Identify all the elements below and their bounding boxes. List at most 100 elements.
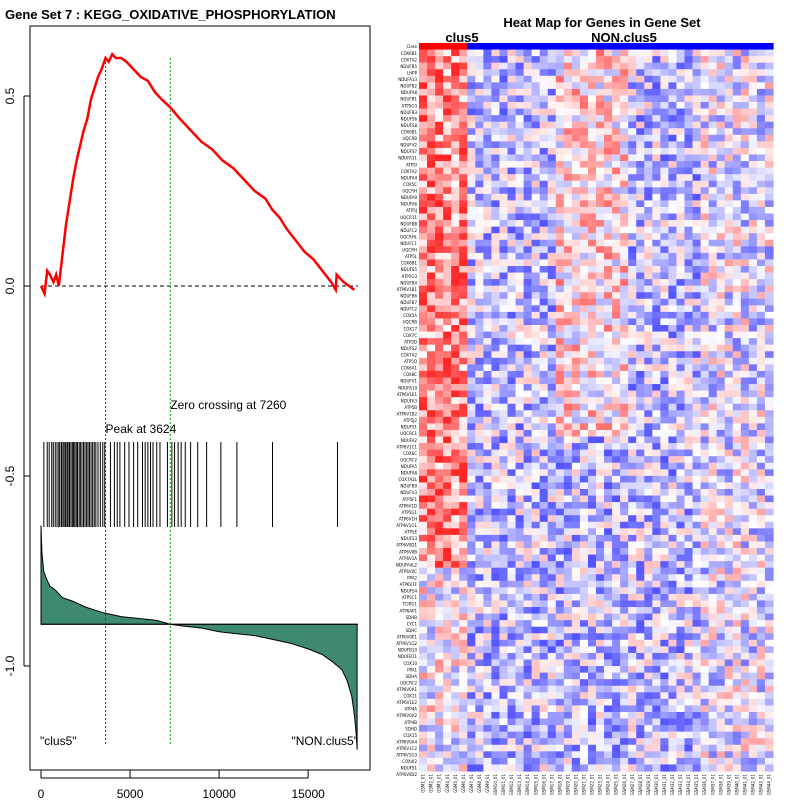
heatmap-cell [435,567,444,575]
heatmap-cell [604,646,613,654]
heatmap-cell [427,574,436,582]
heatmap-cell [724,384,734,392]
heatmap-cell [435,646,444,654]
heatmap-cell [547,443,557,451]
heatmap-cell [612,239,621,247]
heatmap-cell [636,121,645,129]
heatmap-cell [563,95,573,103]
heatmap-cell [443,607,452,615]
heatmap-cell [523,187,533,195]
heatmap-cell [459,69,468,77]
heatmap-cell [459,390,468,398]
heatmap-cell [587,134,597,142]
heatmap-cell [491,390,501,398]
heatmap-cell [435,587,444,595]
heatmap-cell [748,561,758,569]
heatmap-cell [644,370,653,379]
heatmap-cell [531,436,541,444]
heatmap-cell [507,725,517,733]
heatmap-cell [507,541,517,549]
heatmap-cell [676,521,686,529]
heatmap-cell [716,731,726,739]
heatmap-cell [660,141,670,149]
heatmap-cell [652,475,661,484]
heatmap-cell [676,325,686,333]
heatmap-cell [604,265,613,274]
heatmap-cell [764,456,774,464]
heatmap-cell [756,587,766,595]
heatmap-cell [579,429,589,438]
heatmap-cell [732,731,742,739]
heatmap-cell [708,659,718,667]
heatmap-cell [531,154,541,162]
heatmap-cell [716,390,726,398]
heatmap-cell [435,672,444,680]
heatmap-cell [531,639,541,647]
heatmap-cell [708,220,718,228]
heatmap-cell [636,285,645,293]
heatmap-cell [563,593,573,602]
heatmap-cell [596,141,605,149]
heatmap-cell [419,488,428,497]
heatmap-cell [515,95,525,103]
heatmap-cell [612,718,621,726]
heatmap-cell [579,279,589,287]
heatmap-cell [604,528,613,536]
heatmap-cell [483,410,493,418]
heatmap-cell [507,128,517,136]
heatmap-cell [499,744,509,752]
heatmap-cell [523,666,533,674]
heatmap-cell [499,200,509,208]
heatmap-cell [596,265,605,274]
heatmap-cell [668,534,678,543]
heatmap-cell [491,62,501,70]
heatmap-cell [604,331,613,339]
heatmap-cell [563,318,573,326]
heatmap-cell [491,508,501,516]
heatmap-cell [579,370,589,379]
heatmap-cell [684,456,694,464]
heatmap-cell [596,469,605,477]
heatmap-cell [692,626,702,634]
heatmap-cell [483,534,493,543]
heatmap-cell [419,252,428,261]
heatmap-cell [507,580,517,588]
heatmap-cell [451,161,460,169]
class-bar-cell [748,43,758,51]
heatmap-cell [499,285,509,293]
heatmap-cell [596,397,605,405]
heatmap-cell [459,633,468,641]
heatmap-cell [604,370,613,379]
heatmap-cell [644,252,653,261]
heatmap-cell [507,213,517,221]
heatmap-cell [604,580,613,588]
heatmap-cell [740,685,750,693]
heatmap-cell [435,69,444,77]
heatmap-cell [756,679,766,687]
heatmap-cell [676,587,686,595]
heatmap-cell [620,285,629,293]
heatmap-cell [676,692,686,700]
heatmap-cell [459,193,468,202]
heatmap-cell [756,331,766,339]
heatmap-cell [748,685,758,693]
heatmap-cell [676,534,686,543]
heatmap-cell [419,49,428,57]
heatmap-cell [427,705,436,713]
heatmap-cell [587,744,597,752]
heatmap-cell [563,416,573,424]
heatmap-cell [724,390,734,398]
heatmap-cell [652,325,661,333]
heatmap-cell [563,587,573,595]
heatmap-cell [612,475,621,484]
heatmap-cell [435,521,444,529]
running-es-line [39,51,356,299]
heatmap-cell [467,311,476,320]
heatmap-cell [483,69,493,77]
heatmap-cell [740,639,750,647]
heatmap-cell [507,325,517,333]
heatmap-cell [483,351,493,359]
heatmap-cell [531,548,541,556]
heatmap-cell [499,370,509,379]
heatmap-cell [724,75,734,83]
